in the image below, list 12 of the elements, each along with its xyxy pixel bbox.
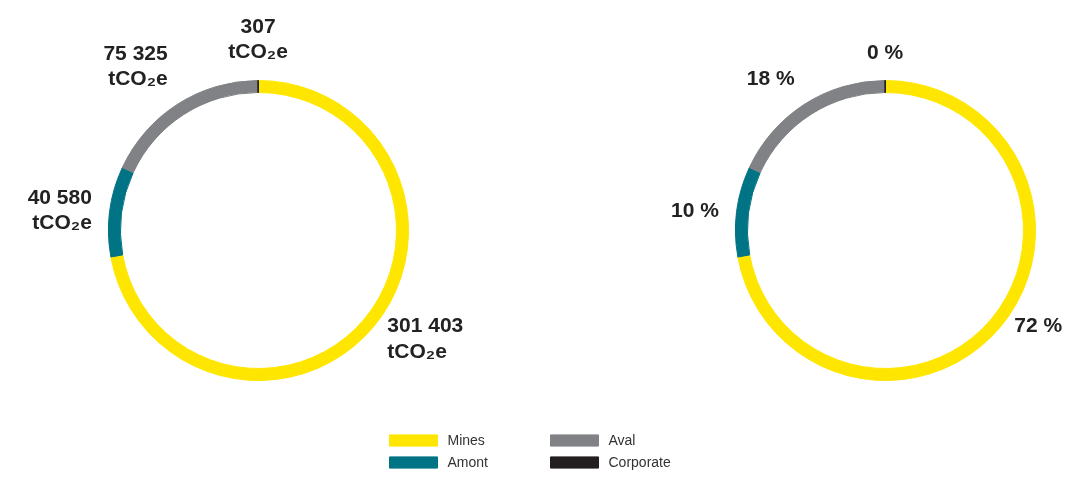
legend-label: Mines bbox=[447, 432, 486, 448]
data-label: 75 325 tCO₂e bbox=[103, 40, 168, 90]
data-label: 301 403 tCO₂e bbox=[387, 313, 464, 362]
legend-label: Amont bbox=[447, 454, 489, 470]
data-label: 18 % bbox=[746, 66, 796, 90]
data-label: 0 % bbox=[867, 39, 904, 63]
data-label: 72 % bbox=[1014, 313, 1063, 337]
legend-label: Aval bbox=[608, 432, 637, 448]
legend-label: Corporate bbox=[608, 454, 672, 470]
data-label: 10 % bbox=[671, 197, 720, 221]
data-label: 307 tCO₂e bbox=[228, 14, 288, 63]
data-label: 40 580 tCO₂e bbox=[27, 184, 92, 234]
